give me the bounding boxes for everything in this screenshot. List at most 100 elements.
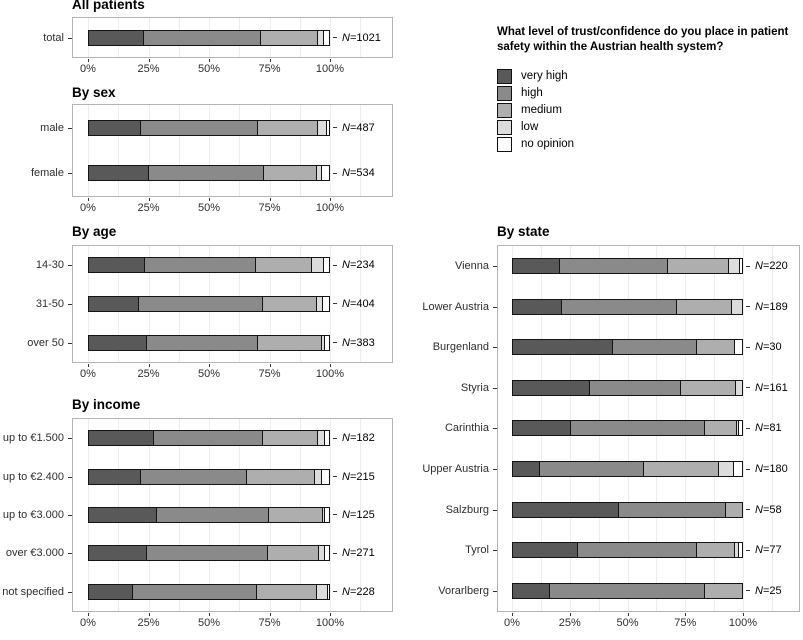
n-label-tick [333, 514, 337, 516]
bar-segment-high [559, 259, 668, 274]
plot-panel: total N=1021 [43, 17, 393, 58]
axis-tick-mark [330, 59, 331, 62]
category-label: total [43, 31, 64, 44]
stacked-bar [88, 545, 330, 562]
n-label-tick [333, 342, 337, 344]
gridline [178, 105, 180, 196]
category-tick [68, 265, 72, 267]
category-label: Lower Austria [422, 300, 489, 313]
bar-segment-very-high [89, 469, 141, 484]
bar-row-up-to-3-000: up to €3.000 N=125 [3, 506, 392, 523]
bar-segment-very-high [513, 340, 613, 355]
bar-segment-medium [247, 469, 315, 484]
bar-segment-very-high [513, 380, 590, 395]
bar-segment-no-opinion [733, 462, 742, 476]
bar-segment-no-opinion [326, 120, 329, 135]
n-label: N=77 [755, 544, 782, 557]
bar-segment-high [571, 421, 706, 436]
bar-row-14-30: 14-30 N=234 [36, 257, 392, 274]
axis-tick-label: 50% [197, 202, 221, 214]
category-label: Burgenland [432, 341, 489, 354]
n-label-tick [333, 127, 337, 129]
bar-segment-medium [667, 259, 730, 274]
category-tick [68, 173, 72, 175]
axis-tick-mark [269, 613, 271, 616]
category-tick [68, 476, 72, 478]
gridline [330, 419, 331, 611]
category-label: Tyrol [465, 544, 489, 557]
n-label: N=182 [342, 432, 375, 445]
bar-segment-low [729, 259, 740, 274]
legend-swatch-high [497, 85, 512, 101]
stacked-bar [512, 582, 743, 599]
n-label: N=534 [342, 167, 375, 180]
stacked-bar [512, 542, 743, 559]
n-label: N=215 [342, 470, 375, 483]
bar-row-burgenland: Burgenland N=30 [433, 339, 799, 356]
gridline [330, 246, 331, 362]
axis-tick-mark [569, 613, 571, 616]
panel-title: By sex [72, 85, 116, 100]
n-label: N=487 [342, 121, 375, 134]
plot-panel: Vienna N=220 Lower Austria N=189 Burgenland N… [422, 245, 800, 612]
bar-segment-medium [697, 340, 736, 355]
category-label: Upper Austria [422, 463, 489, 475]
n-label: N=30 [755, 341, 782, 354]
plot-panel: male N=487 female N=534 [31, 104, 393, 197]
bar-segment-very-high [89, 258, 146, 273]
bar-segment-low [321, 335, 326, 350]
axis-tick-mark [330, 198, 331, 201]
legend-items: very high high medium low no opinion [497, 68, 793, 153]
axis-tick-mark [88, 59, 89, 62]
bar-segment-medium [268, 507, 323, 522]
n-label-tick [333, 172, 337, 174]
bar-row-total: total N=1021 [43, 29, 392, 46]
bar-segment-low [316, 296, 323, 311]
n-label: N=271 [342, 547, 375, 560]
bar-segment-very-high [89, 335, 147, 350]
stacked-bar [512, 379, 743, 396]
stacked-bar [88, 430, 330, 447]
category-tick [68, 303, 72, 305]
category-tick [68, 342, 72, 344]
bar-row-over-3-000: over €3.000 N=271 [6, 545, 392, 562]
gridline [299, 105, 301, 196]
stacked-bar [88, 295, 330, 312]
legend-item: high [497, 85, 793, 102]
category-label: over €3.000 [5, 547, 64, 560]
axis-tick-mark [685, 613, 687, 616]
axis-tick-label: 75% [674, 617, 697, 629]
axis-tick-mark [88, 364, 89, 367]
axis-tick-mark [330, 364, 331, 367]
bar-segment-no-opinion [738, 543, 742, 558]
stacked-bar [512, 298, 743, 315]
bar-row-tyrol: Tyrol N=77 [465, 542, 799, 559]
axis-tick-mark [209, 198, 210, 201]
axis-tick-mark [148, 59, 150, 62]
bar-row-styria: Styria N=161 [461, 379, 799, 396]
gridline [88, 105, 89, 196]
legend-item: no opinion [497, 136, 793, 153]
bar-segment-no-opinion [321, 166, 329, 181]
stacked-bar [88, 165, 330, 182]
bar-row-carinthia: Carinthia N=81 [445, 420, 799, 437]
bar-segment-medium [725, 502, 742, 517]
bar-row-female: female N=534 [31, 165, 392, 182]
category-label: Vienna [454, 260, 489, 273]
stacked-bar [512, 258, 743, 275]
n-label-tick [333, 552, 337, 554]
n-label: N=180 [755, 463, 788, 475]
category-label: Vorarlberg [438, 584, 489, 597]
stacked-bar [88, 257, 330, 274]
n-label-tick [746, 346, 750, 348]
n-label: N=58 [755, 503, 782, 516]
category-tick [68, 438, 72, 440]
bar-row-vorarlberg: Vorarlberg N=25 [438, 582, 799, 599]
bar-segment-high [589, 380, 682, 395]
bar-segment-high [144, 30, 261, 45]
n-label: N=404 [342, 297, 375, 310]
category-label: Salzburg [445, 503, 489, 516]
bar-segment-high [140, 469, 248, 484]
n-label-tick [746, 306, 750, 308]
legend-item: very high [497, 68, 793, 85]
